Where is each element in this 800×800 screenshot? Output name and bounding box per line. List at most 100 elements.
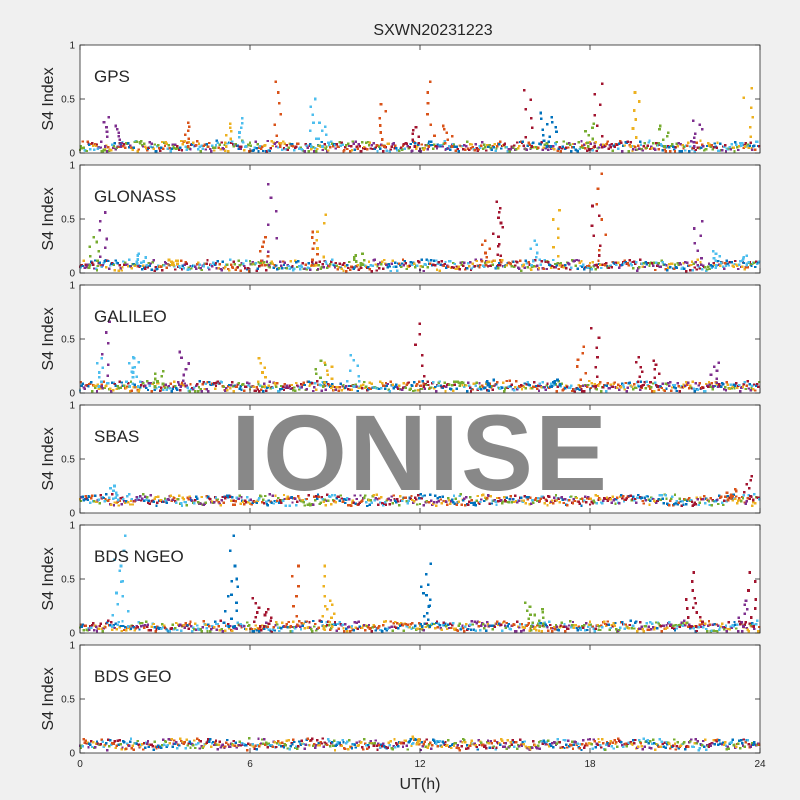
data-point	[731, 738, 734, 742]
data-point	[96, 147, 100, 150]
data-point	[378, 145, 381, 149]
data-point	[696, 388, 699, 392]
data-point	[246, 500, 250, 504]
data-point	[339, 382, 342, 385]
spike-point	[223, 141, 227, 145]
data-point	[211, 742, 214, 745]
data-point	[726, 262, 730, 265]
data-point	[217, 625, 221, 628]
data-point	[621, 384, 625, 387]
data-point	[345, 742, 348, 745]
data-point	[572, 387, 576, 391]
data-point	[681, 499, 684, 503]
spike-point	[100, 385, 104, 388]
spike-point	[118, 569, 121, 573]
spike-point	[187, 137, 191, 140]
data-point	[196, 148, 200, 151]
data-point	[347, 260, 351, 264]
data-point	[369, 264, 373, 267]
data-point	[210, 628, 213, 631]
data-point	[238, 145, 241, 148]
data-point	[704, 382, 708, 386]
data-point	[474, 258, 477, 261]
data-point	[587, 148, 591, 152]
data-point	[704, 269, 708, 273]
data-point	[452, 380, 456, 383]
spike-point	[631, 127, 635, 130]
data-point	[364, 141, 368, 145]
spike-point	[252, 620, 256, 624]
data-point	[624, 260, 628, 264]
data-point	[196, 742, 200, 745]
data-point	[297, 740, 301, 743]
data-point	[736, 623, 739, 626]
spike-point	[709, 373, 713, 376]
spike-point	[595, 124, 599, 127]
data-point	[624, 623, 628, 626]
data-point	[228, 258, 232, 261]
data-point	[485, 621, 489, 624]
data-point	[513, 623, 516, 627]
data-point	[629, 262, 632, 265]
data-point	[635, 501, 638, 504]
data-point	[462, 264, 465, 268]
data-point	[674, 748, 678, 751]
data-point	[592, 738, 595, 741]
data-point	[118, 739, 121, 742]
data-point	[212, 500, 216, 504]
spike-point	[558, 209, 561, 212]
data-point	[286, 747, 289, 750]
data-point	[491, 628, 494, 631]
data-point	[148, 264, 152, 268]
data-point	[641, 265, 645, 268]
data-point	[740, 495, 744, 499]
data-point	[630, 627, 633, 630]
data-point	[217, 500, 221, 504]
data-point	[668, 742, 671, 745]
data-point	[475, 499, 478, 503]
spike-point	[245, 145, 248, 148]
data-point	[552, 625, 556, 629]
data-point	[449, 502, 452, 505]
data-point	[515, 147, 518, 151]
data-point	[491, 746, 494, 750]
spike-point	[530, 264, 533, 267]
data-point	[210, 745, 213, 748]
data-point	[679, 500, 682, 503]
data-point	[486, 264, 490, 268]
data-point	[436, 626, 440, 629]
data-point	[240, 388, 243, 391]
data-point	[734, 141, 737, 144]
data-point	[292, 620, 295, 624]
data-point	[498, 741, 501, 745]
data-point	[425, 622, 428, 625]
spike-point	[131, 366, 135, 370]
data-point	[206, 496, 209, 500]
data-point	[347, 144, 351, 148]
spike-point	[308, 129, 312, 132]
data-point	[611, 149, 614, 152]
data-point	[299, 743, 303, 747]
spike-point	[224, 133, 228, 137]
data-point	[367, 260, 371, 264]
data-point	[606, 382, 610, 385]
spike-point	[637, 356, 641, 359]
data-point	[581, 265, 584, 269]
data-point	[675, 142, 679, 145]
data-point	[353, 148, 357, 152]
data-point	[434, 621, 438, 625]
spike-point	[751, 116, 754, 119]
data-point	[334, 623, 338, 627]
data-point	[452, 266, 456, 269]
data-point	[737, 148, 740, 152]
spike-point	[230, 617, 233, 620]
data-point	[683, 619, 686, 622]
data-point	[542, 267, 545, 270]
data-point	[361, 387, 364, 390]
spike-point	[330, 377, 334, 380]
data-point	[727, 621, 731, 624]
data-point	[632, 148, 635, 151]
data-point	[496, 496, 499, 500]
data-point	[338, 621, 341, 624]
data-point	[353, 494, 357, 497]
